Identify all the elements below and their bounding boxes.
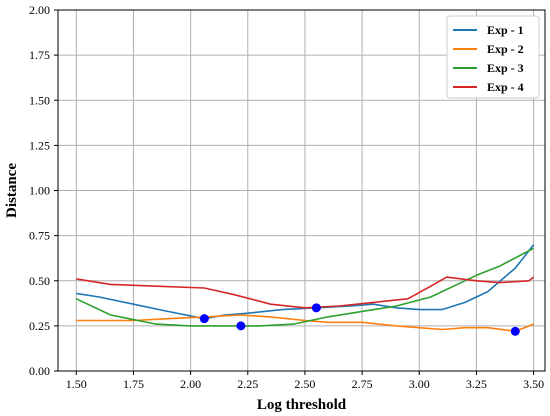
- x-tick-label: 2.25: [237, 377, 258, 391]
- x-tick-label: 2.50: [294, 377, 315, 391]
- x-tick-label: 2.00: [180, 377, 201, 391]
- x-tick-label: 1.75: [123, 377, 144, 391]
- series-line-exp-4: [76, 276, 535, 309]
- x-tick-label: 3.00: [409, 377, 430, 391]
- legend: Exp - 1 Exp - 2 Exp - 3 Exp - 4: [446, 15, 540, 99]
- legend-box: [446, 15, 540, 99]
- x-tick-label: 1.50: [66, 377, 87, 391]
- x-tick-label: 3.25: [466, 377, 487, 391]
- y-tick-label: 0.50: [29, 274, 50, 288]
- x-tick-label: 2.75: [352, 377, 373, 391]
- y-tick-labels: 0.00 0.25 0.50 0.75 1.00 1.25 1.50 1.75 2.00: [29, 3, 58, 378]
- legend-label: Exp - 4: [487, 80, 524, 94]
- series-line-exp-2: [76, 314, 534, 333]
- legend-label: Exp - 1: [487, 23, 524, 37]
- y-tick-label: 1.75: [29, 48, 50, 62]
- highlight-markers: [199, 303, 520, 336]
- series-line-exp-3: [75, 247, 534, 327]
- y-axis-title: Distance: [4, 163, 20, 218]
- x-tick-labels: 1.50 1.75 2.00 2.25 2.50 2.75 3.00 3.25 3.50: [66, 371, 544, 391]
- y-tick-label: 1.25: [29, 138, 50, 152]
- y-tick-label: 1.00: [29, 184, 50, 198]
- y-tick-label: 0.25: [29, 319, 50, 333]
- highlight-marker: [311, 303, 321, 313]
- series-lines: [75, 244, 535, 333]
- legend-label: Exp - 3: [487, 61, 524, 75]
- legend-label: Exp - 2: [487, 42, 524, 56]
- x-tick-label: 3.50: [523, 377, 544, 391]
- highlight-marker: [236, 321, 246, 331]
- y-tick-label: 2.00: [29, 3, 50, 17]
- y-tick-label: 1.50: [29, 93, 50, 107]
- x-axis-title: Log threshold: [257, 397, 347, 413]
- y-tick-label: 0.00: [29, 364, 50, 378]
- y-tick-label: 0.75: [29, 229, 50, 243]
- highlight-marker: [510, 326, 520, 336]
- highlight-marker: [199, 314, 209, 324]
